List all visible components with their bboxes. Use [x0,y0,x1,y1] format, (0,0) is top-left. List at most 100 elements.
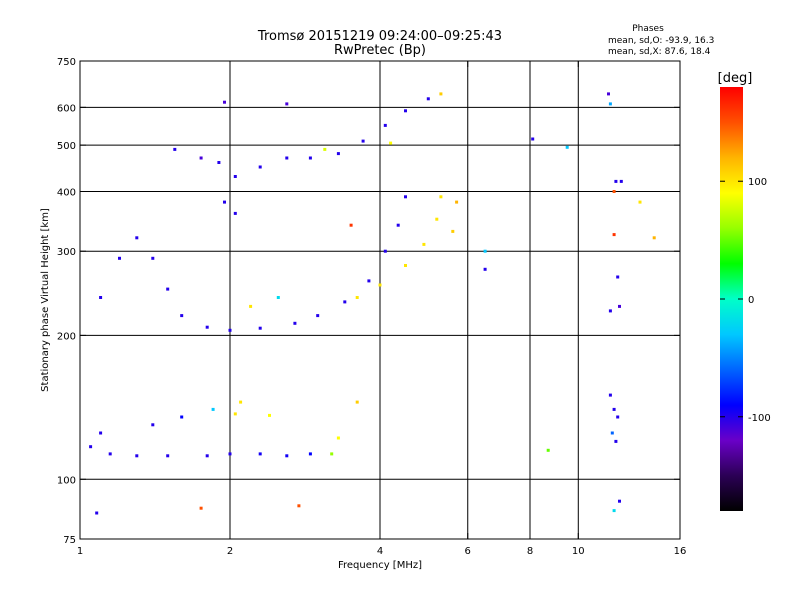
data-point [614,179,618,183]
data-point [396,223,400,227]
data-point [367,279,371,283]
data-point [199,156,203,160]
data-point [618,304,621,308]
y-tick-label: 300 [57,247,76,258]
data-point [546,448,550,452]
x-tick-label: 1 [77,546,83,557]
data-point [151,256,155,260]
data-point [404,195,407,199]
data-point [233,412,237,416]
data-point [217,161,221,164]
data-point [451,229,455,233]
data-point [361,139,365,143]
x-tick-label: 8 [527,546,533,557]
data-point [308,452,312,456]
data-point [323,147,327,151]
y-axis-label: Stationary phase Virtual Height [km] [40,208,51,392]
data-point [228,328,232,332]
data-point [608,393,612,397]
data-point [276,296,280,299]
data-point [610,431,614,435]
data-point [355,296,359,299]
data-point [135,236,139,240]
data-point [285,102,289,106]
data-point [404,109,407,113]
data-point [565,145,569,149]
data-point [211,407,215,411]
y-tick-label: 400 [57,187,76,198]
data-point [608,309,612,313]
data-point [223,100,226,104]
phases-heading: Phases [632,24,664,34]
data-point [293,321,297,325]
data-point [228,452,232,456]
data-point [336,152,340,156]
y-tick-label: 200 [57,331,76,342]
chart-subtitle: RwPretec (Bp) [334,43,426,58]
data-point [435,217,439,221]
data-point [483,249,487,253]
data-point [99,296,103,299]
data-point [99,431,103,435]
data-point [404,264,407,267]
data-point [439,92,443,96]
data-point [233,175,237,178]
data-point [166,287,170,291]
x-tick-label: 2 [227,546,233,557]
data-point [268,413,271,417]
data-point [607,92,610,96]
data-point [618,499,621,503]
x-tick-label: 16 [674,546,687,557]
data-point [166,454,170,458]
data-point [619,179,623,183]
colorbar-tick-label: 0 [748,295,754,306]
data-point [95,511,99,515]
data-point [343,300,347,304]
data-point [173,147,177,151]
colorbar-label: [deg] [718,71,753,86]
data-point [455,200,459,204]
data-point [135,454,139,458]
x-tick-label: 4 [377,546,383,557]
data-point [316,314,320,318]
data-point [616,275,620,279]
data-point [180,314,184,318]
data-point [258,326,262,330]
data-point [349,223,353,227]
x-axis-label: Frequency [MHz] [338,560,422,571]
colorbar-tick-label: 100 [748,177,767,188]
grid-lines [80,61,680,539]
data-point [180,415,184,419]
data-point [652,236,656,240]
data-point [199,506,203,510]
data-point [285,454,289,458]
data-point [531,137,535,141]
data-point [426,97,430,101]
data-point [258,165,262,169]
data-point [249,304,253,308]
data-point [439,195,443,199]
chart-title: Tromsø 20151219 09:24:00–09:25:43 [257,29,502,44]
data-point [258,452,262,456]
y-tick-label: 750 [57,57,76,68]
data-point [483,267,487,271]
data-point [330,452,334,456]
data-point [355,400,359,404]
data-point [285,156,289,160]
data-point [389,141,393,145]
data-point [608,102,612,106]
data-point [308,156,312,160]
x-tick-label: 6 [465,546,471,557]
data-point [223,200,226,204]
data-point [151,423,155,427]
data-point [205,454,209,458]
data-point [108,452,112,456]
plot-area: 1 2 4 6 8 10 16 75 100 200 300 400 500 600 750 [57,57,686,557]
colorbar: [deg] 100 0 -100 [718,71,771,511]
data-point [612,233,616,237]
phases-o-line: mean, sd,O: -93.9, 16.3 [608,36,714,46]
data-point [297,504,301,508]
data-point [239,400,243,404]
y-tick-label: 600 [57,103,76,114]
data-point [638,200,642,204]
